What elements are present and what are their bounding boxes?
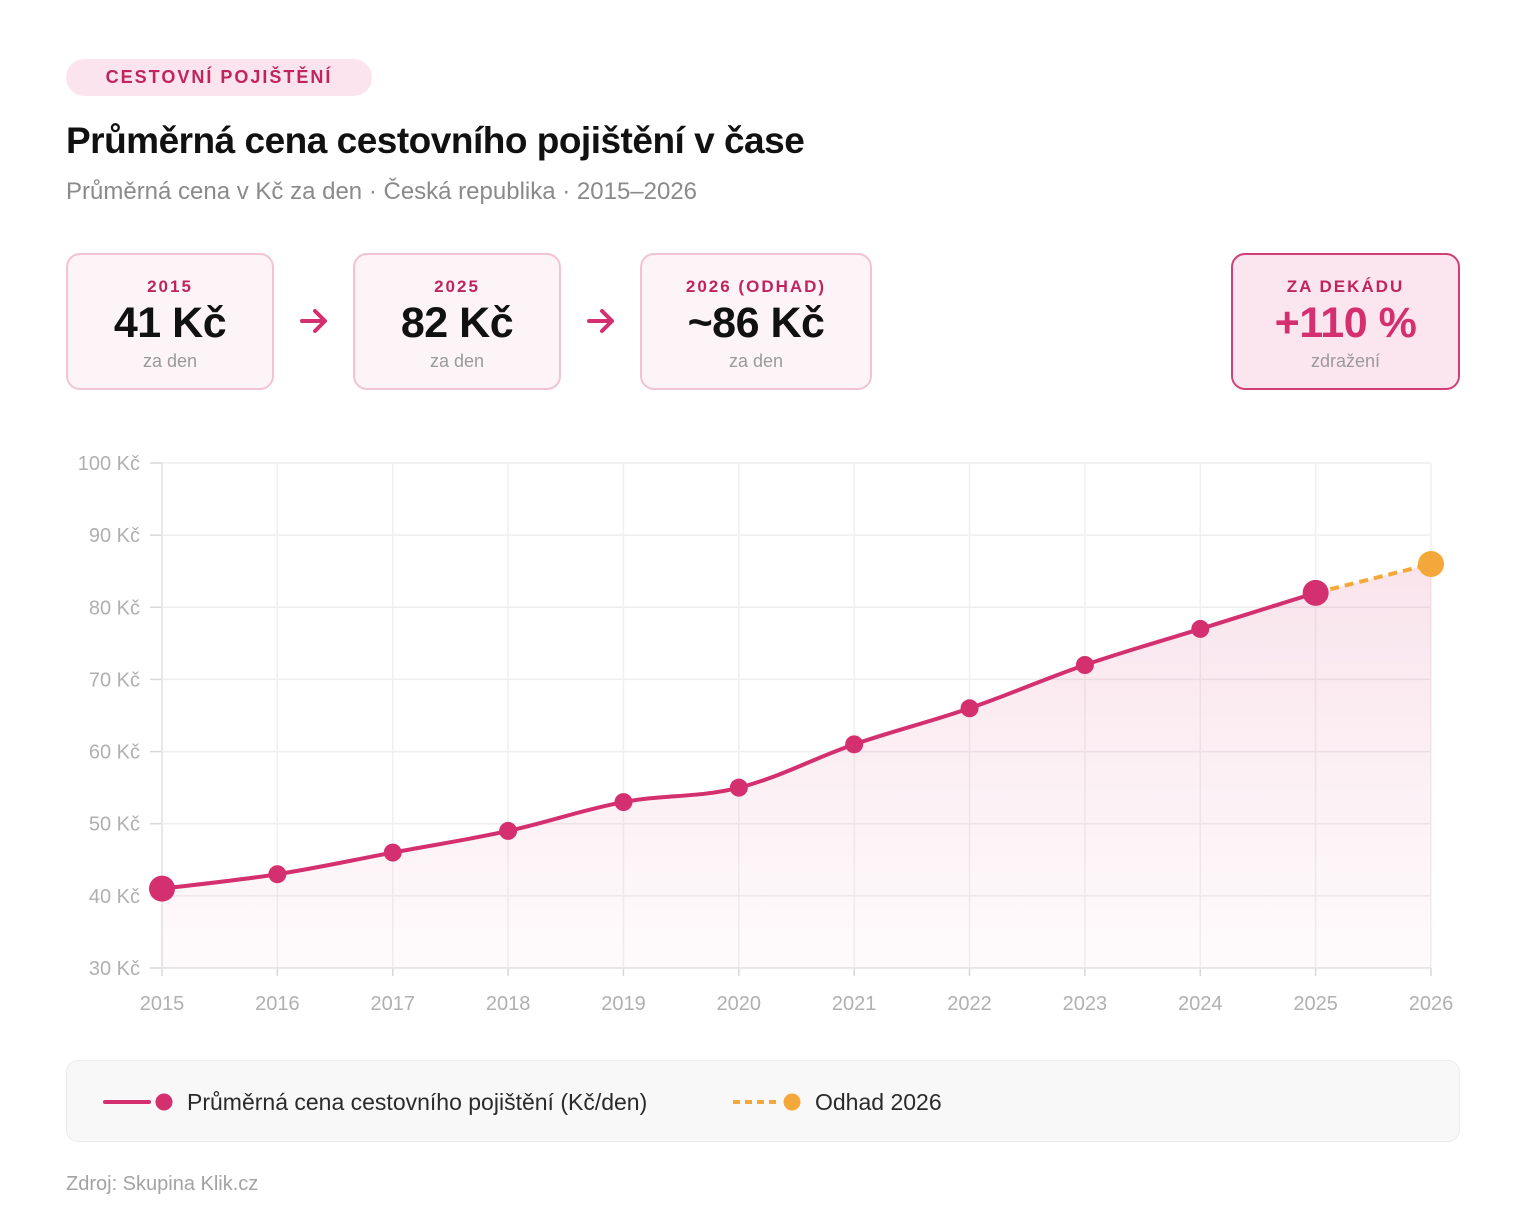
- arrow-right-icon: [300, 309, 327, 333]
- stat-unit: za den: [728, 351, 784, 371]
- legend-item-main: Průměrná cena cestovního pojištění (Kč/d…: [103, 1061, 647, 1143]
- stat-value: ~86 Kč: [687, 299, 825, 347]
- legend-item-forecast: Odhad 2026: [731, 1061, 942, 1143]
- source-note: Zdroj: Skupina Klik.cz: [66, 1173, 259, 1195]
- data-point-2023: [1075, 656, 1094, 674]
- x-tick-label: 2024: [1178, 993, 1223, 1015]
- x-tick-label: 2021: [832, 993, 877, 1015]
- y-tick-label: 40 Kč: [89, 886, 140, 908]
- stat-value: +110 %: [1274, 299, 1417, 347]
- series-line-forecast: [1315, 562, 1432, 595]
- data-point-2020: [729, 778, 748, 797]
- data-point-forecast-2026: [1418, 551, 1444, 577]
- stat-label: 2026 (ODHAD): [685, 277, 827, 296]
- stat-unit: zdražení: [1310, 351, 1381, 371]
- x-tick-label: 2025: [1293, 993, 1338, 1015]
- data-point-2017: [383, 843, 402, 862]
- stat-card-2026-forecast: 2026 (ODHAD) ~86 Kč za den: [640, 253, 872, 390]
- page-title: Průměrná cena cestovního pojištění v čas…: [66, 120, 805, 161]
- x-tick-label: 2015: [140, 993, 185, 1015]
- legend-line-marker-icon: [103, 1093, 173, 1111]
- legend-label-forecast: Odhad 2026: [815, 1088, 942, 1115]
- data-point-2021: [845, 735, 864, 754]
- stat-card-decade-change: ZA DEKÁDU +110 % zdražení: [1231, 253, 1460, 390]
- area-fill: [162, 564, 1431, 968]
- stat-card-2025: 2025 82 Kč za den: [353, 253, 561, 390]
- y-tick-label: 60 Kč: [89, 742, 140, 764]
- data-point-2022: [960, 699, 979, 718]
- data-point-2015: [149, 875, 175, 902]
- y-tick-label: 100 Kč: [78, 453, 140, 475]
- x-tick-label: 2022: [947, 993, 992, 1015]
- stat-unit: za den: [429, 351, 485, 371]
- stat-label: 2015: [147, 277, 193, 296]
- stat-label: 2025: [434, 277, 480, 296]
- y-tick-label: 90 Kč: [89, 525, 140, 547]
- y-tick-label: 80 Kč: [89, 597, 140, 619]
- y-tick-label: 50 Kč: [89, 814, 140, 836]
- page-subtitle: Průměrná cena v Kč za den · Česká republ…: [66, 178, 698, 205]
- x-tick-label: 2017: [370, 993, 415, 1015]
- x-tick-label: 2019: [601, 993, 646, 1015]
- y-tick-label: 70 Kč: [89, 669, 140, 691]
- stat-label: ZA DEKÁDU: [1286, 277, 1405, 296]
- y-tick-label: 30 Kč: [89, 958, 140, 980]
- arrow-right-icon: [587, 309, 614, 333]
- data-point-2016: [268, 865, 287, 884]
- legend-label-main: Průměrná cena cestovního pojištění (Kč/d…: [187, 1088, 648, 1115]
- x-tick-label: 2023: [1063, 993, 1108, 1015]
- stat-card-2015: 2015 41 Kč za den: [66, 253, 274, 390]
- x-tick-label: 2020: [717, 993, 762, 1015]
- data-point-2019: [614, 793, 633, 812]
- legend-dashed-marker-icon: [733, 1093, 801, 1111]
- x-tick-label: 2018: [486, 993, 531, 1015]
- x-tick-label: 2026: [1409, 993, 1454, 1015]
- data-point-2025: [1302, 579, 1329, 606]
- data-point-2018: [499, 821, 518, 840]
- data-point-2024: [1191, 619, 1210, 638]
- stat-value: 82 Kč: [400, 299, 514, 347]
- x-tick-label: 2016: [255, 993, 300, 1015]
- chart-legend: Průměrná cena cestovního pojištění (Kč/d…: [66, 1060, 1460, 1142]
- stat-value: 41 Kč: [113, 299, 227, 347]
- category-tag: CESTOVNÍ POJIŠTĚNÍ: [66, 59, 372, 96]
- stat-unit: za den: [142, 351, 198, 371]
- price-line-chart: 30 Kč 40 Kč 50 Kč 60 Kč 70 Kč 80 Kč 90 Kč 100 K…: [78, 453, 1454, 1015]
